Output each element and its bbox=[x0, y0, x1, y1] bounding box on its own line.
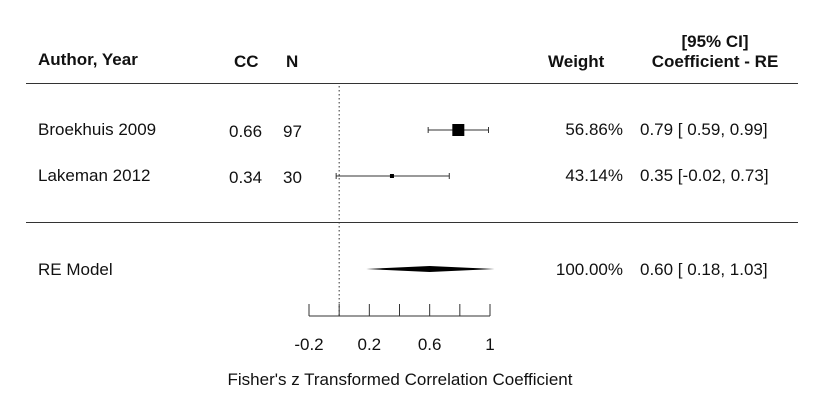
summary-weight: 100.00% bbox=[555, 260, 623, 279]
header-author: Author, Year bbox=[38, 50, 138, 69]
study-2-coefficient: 0.35 [-0.02, 0.73] bbox=[640, 166, 769, 185]
header-weight: Weight bbox=[548, 52, 605, 71]
study-2-cc: 0.34 bbox=[229, 168, 263, 187]
study-1-n: 97 bbox=[283, 122, 302, 141]
x-tick-label-0: -0.2 bbox=[294, 335, 323, 354]
study-2-author: Lakeman 2012 bbox=[38, 166, 151, 185]
study-1-cc: 0.66 bbox=[229, 122, 263, 141]
header-coefficient: Coefficient - RE bbox=[651, 52, 779, 71]
x-tick-label-4: 0.6 bbox=[418, 335, 442, 354]
study-1-author: Broekhuis 2009 bbox=[38, 120, 157, 139]
summary-rule bbox=[26, 222, 798, 223]
x-tick-label-2: 0.2 bbox=[358, 335, 382, 354]
study-1-weight: 56.86% bbox=[565, 120, 623, 139]
header-rule bbox=[26, 83, 798, 84]
study-2-n: 30 bbox=[283, 168, 302, 187]
header-ci: [95% CI] bbox=[681, 32, 749, 51]
x-axis-label: Fisher's z Transformed Correlation Coeff… bbox=[227, 370, 573, 389]
header-n: N bbox=[286, 52, 299, 71]
study-2-weight: 43.14% bbox=[565, 166, 623, 185]
study-2-estimate-square bbox=[389, 174, 394, 178]
summary-diamond bbox=[366, 266, 495, 272]
study-1-estimate-square bbox=[452, 124, 465, 136]
header-cc: CC bbox=[234, 52, 259, 71]
x-tick-label-6: 1 bbox=[485, 335, 494, 354]
summary-coefficient: 0.60 [ 0.18, 1.03] bbox=[640, 260, 768, 279]
summary-label: RE Model bbox=[38, 260, 113, 279]
study-1-coefficient: 0.79 [ 0.59, 0.99] bbox=[640, 120, 768, 139]
